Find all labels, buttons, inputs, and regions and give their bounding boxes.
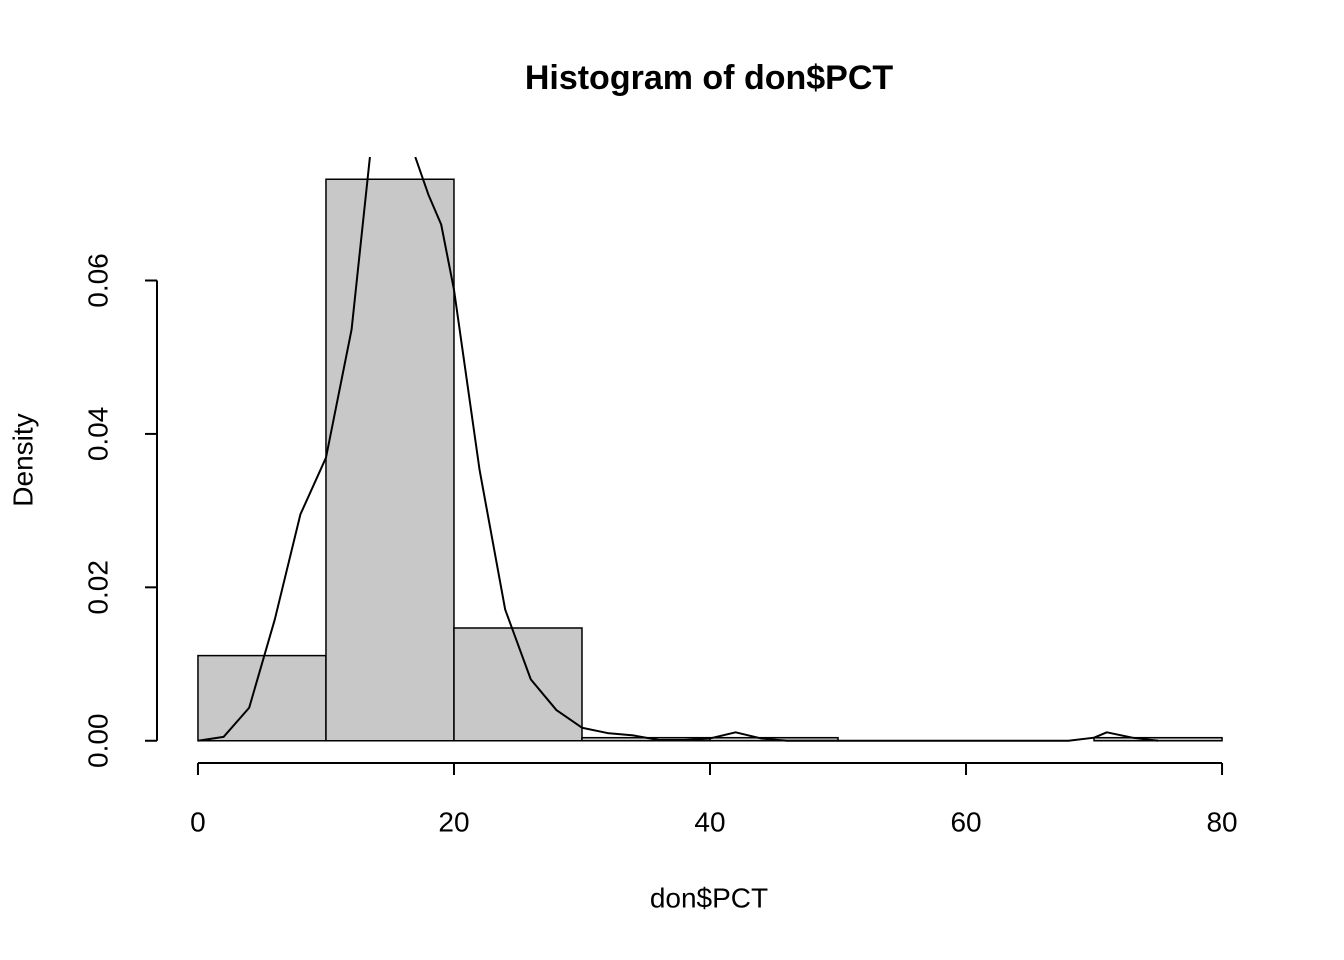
x-axis-label: don$PCT — [650, 882, 768, 913]
x-tick-label: 20 — [438, 806, 469, 837]
x-tick-label: 80 — [1206, 806, 1237, 837]
y-tick-label: 0.02 — [82, 560, 113, 615]
y-tick-label: 0.04 — [82, 407, 113, 462]
x-tick-label: 40 — [694, 806, 725, 837]
histogram-bar — [325, 178, 455, 742]
y-tick-label: 0.06 — [82, 253, 113, 308]
histogram-bar — [197, 654, 327, 742]
plot-area — [197, 157, 1223, 742]
x-tick-label: 60 — [950, 806, 981, 837]
x-tick-label: 0 — [190, 806, 206, 837]
y-axis-label: Density — [7, 413, 38, 506]
density-curve — [197, 157, 1159, 742]
y-tick-label: 0.00 — [82, 714, 113, 769]
histogram-bar — [1093, 736, 1223, 742]
chart-title: Histogram of don$PCT — [525, 59, 894, 97]
